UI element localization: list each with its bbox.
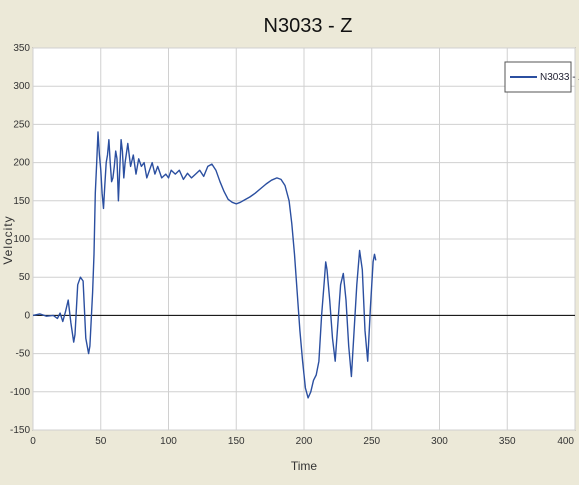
y-tick-label: -50 bbox=[16, 349, 31, 360]
x-tick-labels: 0 50 100 150 200 250 300 350 400 bbox=[30, 436, 574, 447]
x-axis-title: Time bbox=[291, 459, 318, 473]
x-tick-label: 350 bbox=[499, 436, 516, 447]
x-tick-label: 150 bbox=[228, 436, 245, 447]
chart-title: N3033 - Z bbox=[264, 15, 353, 37]
series-line bbox=[32, 131, 377, 399]
y-tick-label: 150 bbox=[13, 196, 30, 207]
y-tick-label: 100 bbox=[13, 234, 30, 245]
y-axis-title: Velocity bbox=[1, 215, 15, 264]
x-tick-label: 400 bbox=[557, 436, 574, 447]
x-tick-label: 100 bbox=[160, 436, 177, 447]
y-tick-label: 50 bbox=[19, 272, 31, 283]
y-tick-labels: -150 -100 -50 0 50 100 150 200 250 300 350 bbox=[10, 43, 30, 436]
y-tick-label: 200 bbox=[13, 158, 30, 169]
x-tick-label: 300 bbox=[431, 436, 448, 447]
x-tick-label: 50 bbox=[95, 436, 107, 447]
y-tick-label: -100 bbox=[10, 387, 30, 398]
y-tick-label: 300 bbox=[13, 81, 30, 92]
legend-label: N3033 - Z bbox=[540, 72, 579, 83]
y-tick-label: 250 bbox=[13, 119, 30, 130]
x-tick-label: 250 bbox=[363, 436, 380, 447]
y-tick-label: 350 bbox=[13, 43, 30, 54]
x-tick-label: 200 bbox=[296, 436, 313, 447]
x-gridlines bbox=[32, 48, 576, 430]
x-tick-label: 0 bbox=[30, 436, 36, 447]
legend: N3033 - Z bbox=[504, 61, 579, 93]
y-tick-label: -150 bbox=[10, 425, 30, 436]
y-tick-label: 0 bbox=[24, 310, 30, 321]
